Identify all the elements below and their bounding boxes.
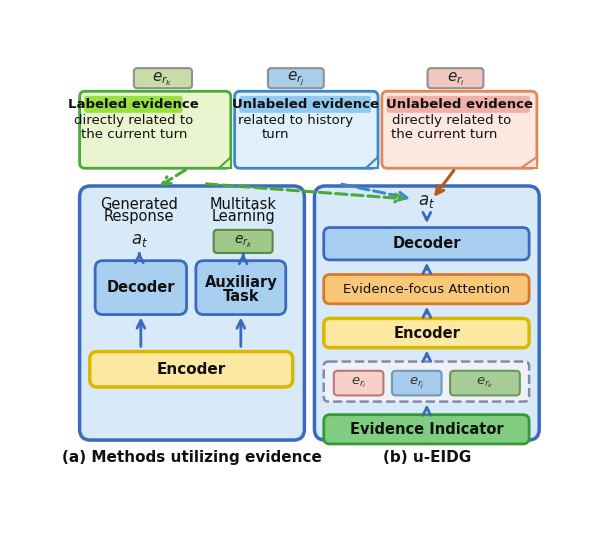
FancyBboxPatch shape — [324, 318, 529, 348]
FancyBboxPatch shape — [268, 68, 324, 88]
FancyBboxPatch shape — [79, 186, 304, 440]
Text: Multitask: Multitask — [210, 197, 277, 212]
Text: the current turn: the current turn — [81, 128, 187, 141]
Text: turn: turn — [262, 128, 290, 141]
Text: Encoder: Encoder — [156, 362, 226, 377]
FancyBboxPatch shape — [428, 68, 484, 88]
Text: Learning: Learning — [211, 209, 275, 224]
FancyBboxPatch shape — [392, 371, 442, 396]
Text: $a_t$: $a_t$ — [418, 192, 435, 210]
FancyBboxPatch shape — [90, 352, 293, 387]
Text: (a) Methods utilizing evidence: (a) Methods utilizing evidence — [62, 450, 322, 465]
Text: $e_{r_i}$: $e_{r_i}$ — [447, 70, 464, 88]
FancyBboxPatch shape — [315, 186, 539, 440]
Text: the current turn: the current turn — [391, 128, 498, 141]
Polygon shape — [521, 157, 537, 168]
Text: directly related to: directly related to — [75, 114, 193, 127]
Text: $e_{r_j}$: $e_{r_j}$ — [287, 70, 305, 88]
Text: Labeled evidence: Labeled evidence — [68, 98, 199, 111]
FancyBboxPatch shape — [324, 228, 529, 260]
FancyBboxPatch shape — [334, 371, 384, 396]
Polygon shape — [219, 157, 231, 168]
Text: Decoder: Decoder — [393, 236, 461, 251]
Text: directly related to: directly related to — [392, 114, 511, 127]
Text: $e_{r_k}$: $e_{r_k}$ — [152, 70, 173, 88]
Text: $e_{r_i}$: $e_{r_i}$ — [351, 376, 367, 390]
FancyBboxPatch shape — [324, 274, 529, 304]
FancyBboxPatch shape — [324, 415, 529, 444]
FancyBboxPatch shape — [235, 91, 378, 168]
Text: $e_{r_k}$: $e_{r_k}$ — [476, 376, 494, 390]
FancyBboxPatch shape — [382, 91, 537, 168]
FancyBboxPatch shape — [450, 371, 520, 396]
Text: $a_t$: $a_t$ — [131, 231, 148, 249]
Text: Decoder: Decoder — [107, 280, 175, 295]
Text: $e_{r_k}$: $e_{r_k}$ — [234, 234, 253, 250]
FancyBboxPatch shape — [134, 68, 192, 88]
FancyBboxPatch shape — [324, 362, 529, 401]
Text: Generated: Generated — [101, 197, 178, 212]
Text: (b) u-EIDG: (b) u-EIDG — [383, 450, 471, 465]
Text: related to history: related to history — [238, 114, 353, 127]
Text: Encoder: Encoder — [393, 325, 461, 340]
Text: Auxiliary: Auxiliary — [204, 275, 277, 290]
Text: Unlabeled evidence: Unlabeled evidence — [233, 98, 379, 111]
Text: Evidence-focus Attention: Evidence-focus Attention — [343, 282, 510, 296]
Text: $e_{r_j}$: $e_{r_j}$ — [409, 376, 425, 391]
FancyBboxPatch shape — [84, 96, 182, 113]
Text: Response: Response — [104, 209, 175, 224]
FancyBboxPatch shape — [95, 260, 187, 315]
Polygon shape — [367, 157, 378, 168]
FancyBboxPatch shape — [214, 230, 273, 253]
FancyBboxPatch shape — [239, 96, 371, 113]
FancyBboxPatch shape — [196, 260, 286, 315]
FancyBboxPatch shape — [79, 91, 231, 168]
FancyBboxPatch shape — [387, 96, 530, 113]
Text: Evidence Indicator: Evidence Indicator — [350, 422, 504, 437]
Text: Task: Task — [222, 288, 259, 303]
Text: Unlabeled evidence: Unlabeled evidence — [386, 98, 533, 111]
